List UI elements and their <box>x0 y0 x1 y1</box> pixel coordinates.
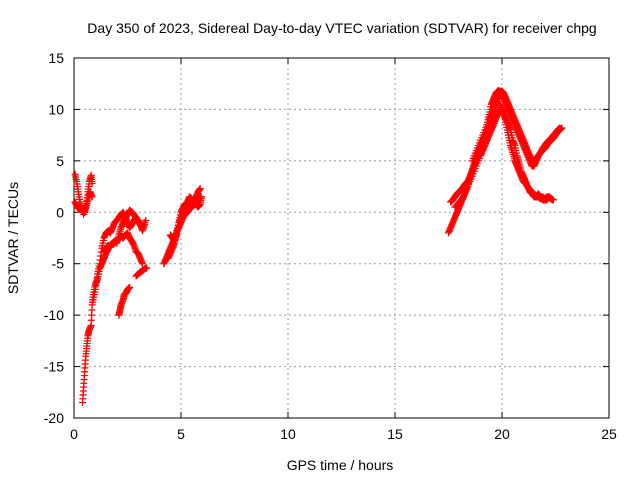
y-tick-label: 15 <box>48 50 64 66</box>
y-tick-label: 10 <box>48 101 64 117</box>
x-tick-label: 10 <box>280 426 296 442</box>
plot-border <box>73 57 610 419</box>
axis-ticks: 0 5 10 15 20 25 -20 -15 -10 -5 0 5 10 15 <box>44 50 617 442</box>
x-tick-label: 15 <box>387 426 403 442</box>
data-point <box>126 283 134 291</box>
grid-lines <box>74 58 609 418</box>
y-tick-label: 0 <box>56 204 64 220</box>
x-axis-label: GPS time / hours <box>287 457 394 473</box>
y-tick-label: -15 <box>44 359 64 375</box>
data-point <box>196 193 204 201</box>
x-tick-label: 20 <box>494 426 510 442</box>
data-point <box>458 194 466 202</box>
chart-title: Day 350 of 2023, Sidereal Day-to-day VTE… <box>87 20 596 36</box>
data-point <box>556 124 564 132</box>
x-tick-label: 25 <box>601 426 617 442</box>
data-point <box>88 179 96 187</box>
data-point <box>143 264 151 272</box>
data-point <box>196 185 204 193</box>
x-tick-label: 0 <box>70 426 78 442</box>
y-tick-label: -5 <box>52 256 65 272</box>
data-point <box>88 193 96 201</box>
data-point <box>142 217 150 225</box>
y-tick-label: -10 <box>44 307 64 323</box>
y-axis-label: SDTVAR / TECUs <box>5 182 21 294</box>
y-tick-label: 5 <box>56 153 64 169</box>
data-point <box>138 260 146 268</box>
x-tick-label: 5 <box>177 426 185 442</box>
y-tick-label: -20 <box>44 410 64 426</box>
data-points <box>71 87 566 407</box>
data-point <box>549 196 557 204</box>
